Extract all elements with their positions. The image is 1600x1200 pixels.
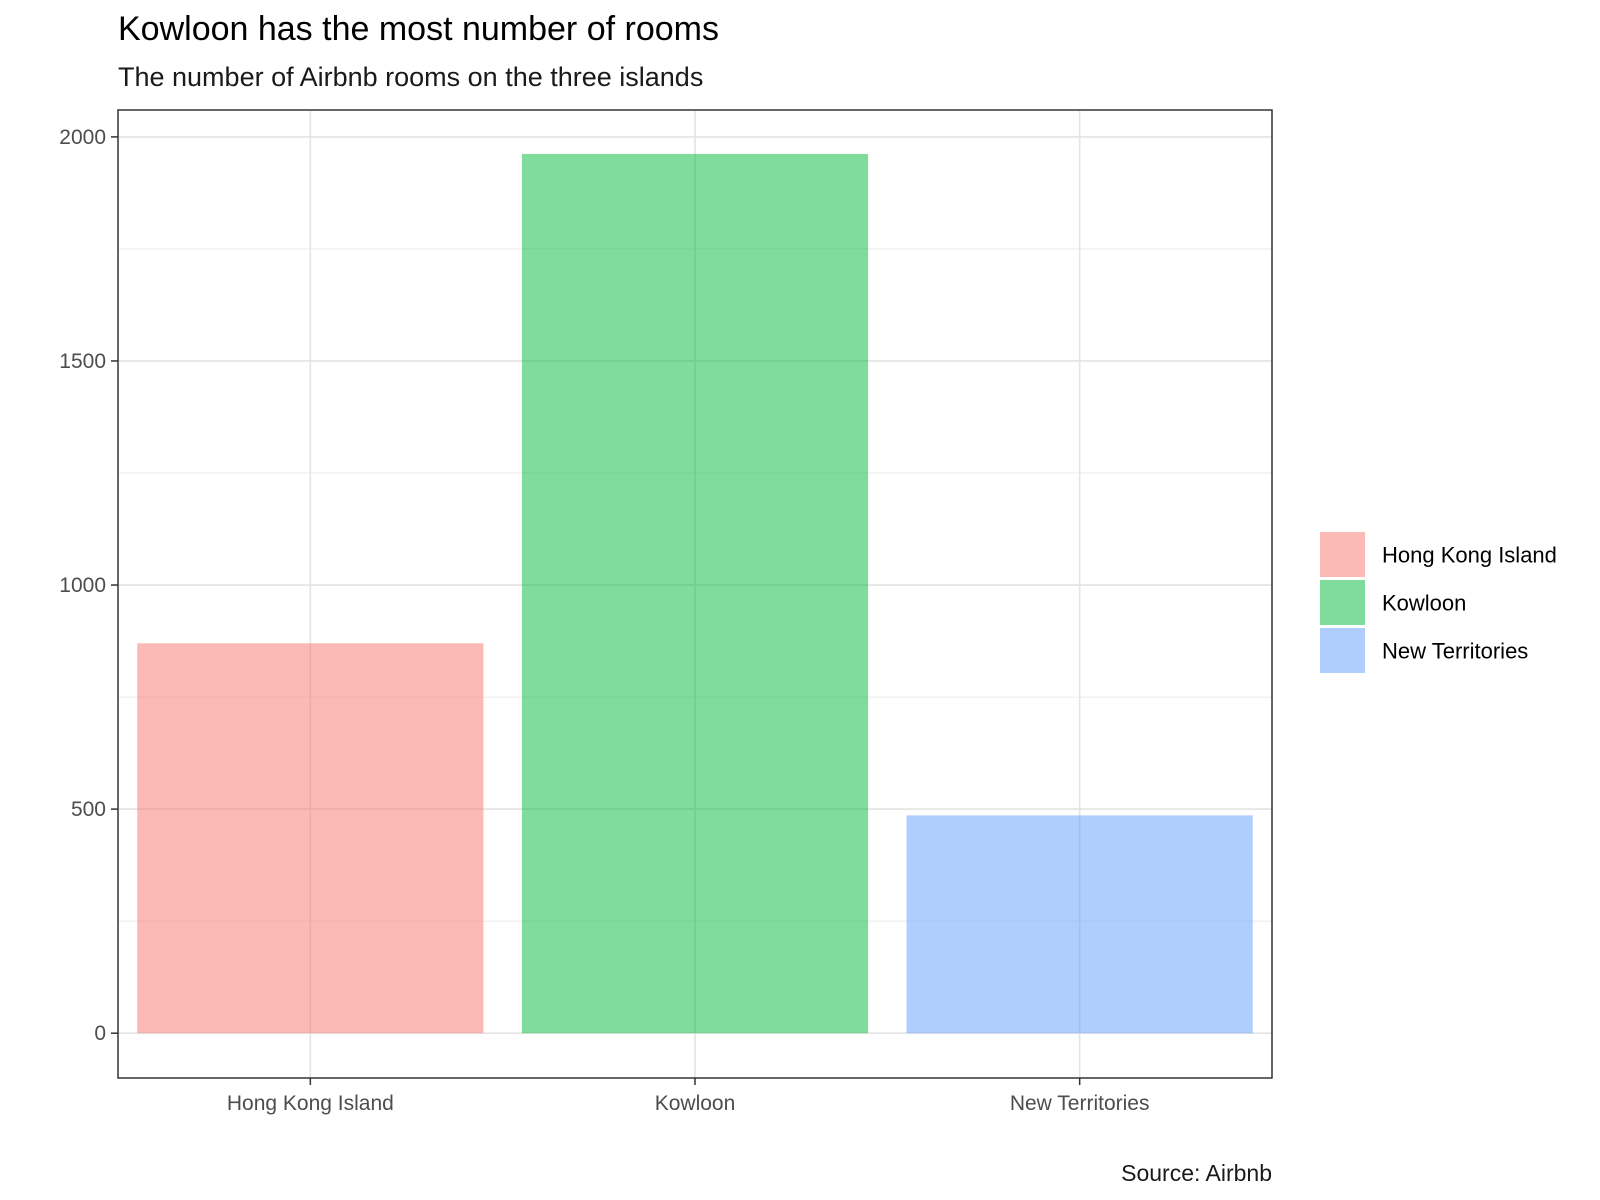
- bar-new-territories: [906, 815, 1253, 1034]
- x-tick-label: Kowloon: [655, 1092, 736, 1115]
- y-tick-label: 1500: [59, 350, 106, 373]
- legend-label: Kowloon: [1382, 591, 1466, 616]
- legend-key: [1320, 628, 1365, 673]
- chart-subtitle: The number of Airbnb rooms on the three …: [118, 62, 704, 92]
- y-tick-label: 500: [71, 798, 106, 821]
- x-tick-label: Hong Kong Island: [227, 1092, 394, 1115]
- chart-caption: Source: Airbnb: [1121, 1160, 1272, 1186]
- x-tick-label: New Territories: [1010, 1092, 1150, 1115]
- legend-label: Hong Kong Island: [1382, 543, 1557, 568]
- y-tick-label: 1000: [59, 574, 106, 597]
- bars: [137, 153, 1253, 1034]
- legend-key: [1320, 532, 1365, 577]
- y-tick-label: 2000: [59, 126, 106, 149]
- legend-label: New Territories: [1382, 639, 1528, 664]
- x-axis: Hong Kong Island Kowloon New Territories: [227, 1078, 1150, 1115]
- bar-kowloon: [521, 153, 869, 1034]
- legend-key: [1320, 580, 1365, 625]
- y-tick-label: 0: [94, 1022, 106, 1045]
- chart-title: Kowloon has the most number of rooms: [118, 10, 719, 48]
- bar-hong-kong-island: [137, 643, 484, 1034]
- legend: Hong Kong Island Kowloon New Territories: [1320, 532, 1557, 673]
- y-axis: 0 500 1000 1500 2000: [59, 126, 118, 1045]
